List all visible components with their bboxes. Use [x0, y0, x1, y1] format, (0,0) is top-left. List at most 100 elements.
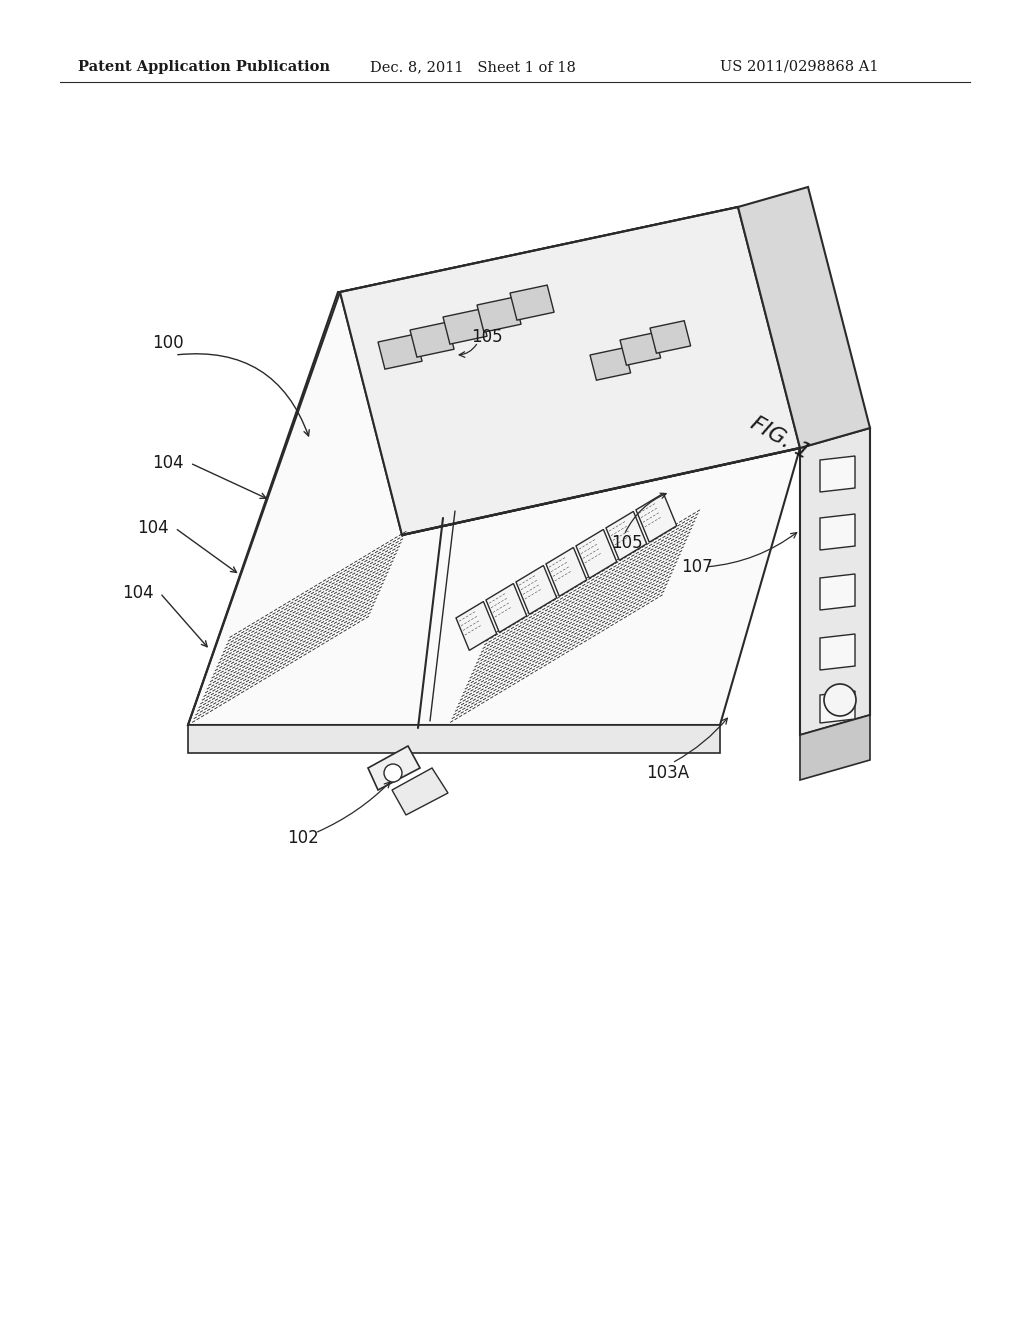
- Polygon shape: [556, 612, 559, 615]
- Polygon shape: [290, 610, 293, 612]
- Polygon shape: [274, 622, 279, 624]
- Polygon shape: [342, 581, 345, 583]
- Polygon shape: [247, 672, 250, 675]
- Polygon shape: [493, 667, 497, 669]
- Polygon shape: [536, 631, 539, 634]
- Polygon shape: [477, 688, 481, 690]
- Polygon shape: [357, 612, 360, 615]
- Polygon shape: [339, 581, 342, 583]
- Polygon shape: [612, 582, 615, 585]
- Polygon shape: [523, 614, 526, 616]
- Polygon shape: [244, 661, 247, 664]
- Polygon shape: [527, 642, 530, 644]
- Polygon shape: [366, 586, 370, 589]
- Polygon shape: [641, 583, 644, 586]
- Polygon shape: [655, 558, 658, 561]
- Polygon shape: [613, 565, 616, 568]
- Polygon shape: [345, 566, 348, 569]
- Polygon shape: [461, 624, 463, 626]
- Polygon shape: [636, 573, 639, 576]
- Polygon shape: [360, 576, 364, 578]
- Polygon shape: [511, 678, 514, 681]
- Polygon shape: [482, 655, 485, 657]
- Polygon shape: [570, 610, 574, 612]
- Polygon shape: [281, 615, 284, 618]
- Polygon shape: [593, 550, 595, 553]
- Polygon shape: [549, 636, 553, 639]
- Polygon shape: [609, 598, 612, 601]
- Polygon shape: [311, 614, 314, 616]
- Polygon shape: [640, 579, 643, 581]
- Polygon shape: [621, 593, 624, 595]
- Polygon shape: [249, 630, 252, 632]
- Polygon shape: [669, 560, 672, 562]
- Polygon shape: [673, 557, 676, 560]
- Polygon shape: [534, 656, 538, 659]
- Polygon shape: [481, 680, 484, 682]
- Polygon shape: [606, 618, 609, 620]
- Polygon shape: [394, 536, 397, 539]
- Polygon shape: [348, 589, 352, 591]
- Polygon shape: [651, 521, 654, 523]
- Polygon shape: [516, 645, 519, 648]
- Polygon shape: [646, 550, 649, 553]
- Polygon shape: [650, 321, 690, 354]
- Polygon shape: [244, 671, 247, 673]
- Polygon shape: [687, 532, 690, 535]
- Polygon shape: [545, 660, 549, 663]
- Polygon shape: [597, 581, 600, 583]
- Polygon shape: [581, 587, 584, 590]
- Polygon shape: [242, 644, 245, 647]
- Polygon shape: [341, 619, 344, 622]
- Polygon shape: [263, 656, 266, 659]
- Polygon shape: [351, 611, 355, 614]
- Polygon shape: [587, 611, 590, 614]
- Polygon shape: [506, 645, 509, 648]
- Polygon shape: [318, 634, 323, 636]
- Polygon shape: [652, 574, 655, 577]
- Polygon shape: [574, 615, 579, 618]
- Polygon shape: [643, 521, 645, 523]
- Polygon shape: [556, 573, 558, 574]
- Polygon shape: [507, 681, 510, 684]
- Polygon shape: [345, 626, 348, 628]
- Polygon shape: [518, 655, 521, 657]
- Polygon shape: [492, 693, 495, 696]
- Polygon shape: [625, 590, 629, 593]
- Polygon shape: [214, 706, 218, 709]
- Polygon shape: [572, 644, 575, 647]
- Polygon shape: [541, 634, 544, 636]
- Polygon shape: [242, 682, 245, 685]
- Polygon shape: [534, 643, 537, 645]
- Polygon shape: [343, 607, 346, 610]
- Polygon shape: [290, 602, 294, 605]
- Polygon shape: [631, 601, 634, 603]
- Polygon shape: [250, 656, 253, 659]
- Polygon shape: [577, 590, 580, 593]
- Polygon shape: [309, 626, 312, 628]
- Polygon shape: [551, 632, 554, 635]
- Polygon shape: [653, 593, 657, 595]
- Polygon shape: [269, 649, 272, 652]
- Polygon shape: [509, 660, 513, 663]
- Polygon shape: [247, 624, 251, 627]
- Polygon shape: [597, 602, 600, 605]
- Polygon shape: [278, 623, 281, 626]
- Polygon shape: [636, 494, 677, 543]
- Polygon shape: [599, 611, 603, 614]
- Polygon shape: [371, 583, 374, 586]
- Polygon shape: [588, 615, 591, 618]
- Polygon shape: [229, 686, 233, 689]
- Polygon shape: [674, 540, 677, 543]
- Polygon shape: [501, 686, 504, 689]
- Polygon shape: [462, 708, 466, 710]
- Polygon shape: [324, 601, 327, 603]
- Polygon shape: [273, 655, 276, 657]
- Polygon shape: [379, 565, 382, 568]
- Polygon shape: [497, 681, 500, 684]
- Polygon shape: [675, 523, 678, 525]
- Polygon shape: [350, 606, 353, 609]
- Polygon shape: [227, 656, 230, 659]
- Polygon shape: [614, 570, 617, 573]
- Polygon shape: [466, 615, 468, 618]
